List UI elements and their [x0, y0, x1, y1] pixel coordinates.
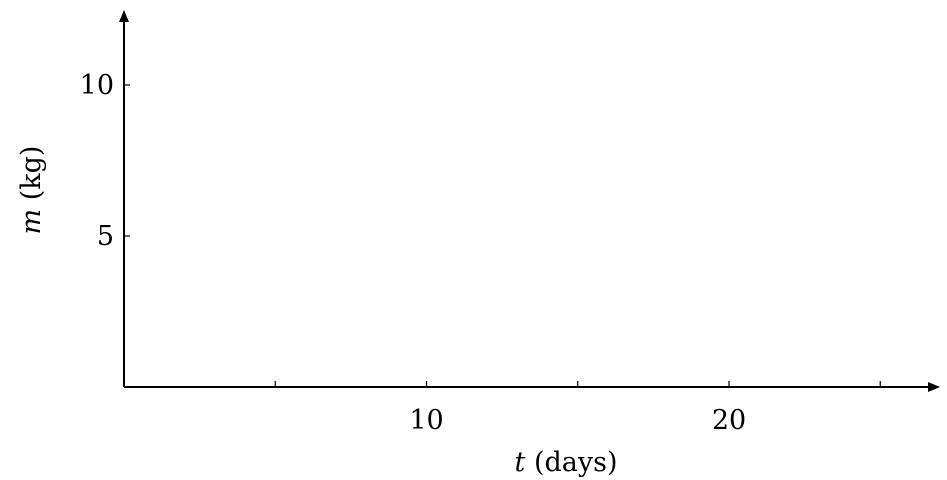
- x-axis-arrowhead: [928, 382, 940, 392]
- y-tick-label: 10: [80, 70, 114, 101]
- x-axis-ticks: 10 20: [274, 381, 881, 436]
- x-axis-variable: t: [515, 447, 526, 478]
- x-tick-label: 10: [409, 405, 443, 436]
- x-tick-label: 20: [712, 405, 746, 436]
- y-axis-variable: m: [16, 209, 47, 235]
- y-axis-arrowhead: [119, 10, 129, 22]
- x-axis-title: t (days): [515, 447, 618, 478]
- y-axis-unit: (kg): [16, 146, 47, 209]
- x-axis-unit: (days): [525, 447, 617, 478]
- plot-area: 10 20 5 10: [80, 10, 940, 436]
- y-tick-label: 5: [97, 221, 114, 252]
- y-axis-title: m (kg): [16, 146, 47, 235]
- y-axis-ticks: 5 10: [80, 70, 130, 252]
